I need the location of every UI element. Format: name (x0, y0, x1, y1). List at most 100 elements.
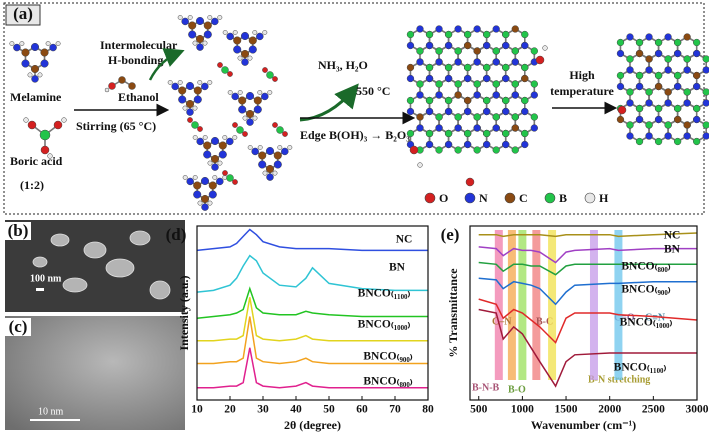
atom (177, 15, 183, 20)
atom (654, 137, 663, 146)
atom (108, 82, 116, 90)
atom (444, 107, 453, 116)
atom (425, 63, 434, 72)
atom (435, 146, 443, 154)
band-label: B-C (536, 316, 553, 327)
atom (201, 82, 209, 91)
caption: Melamine (10, 90, 62, 104)
atom (483, 41, 491, 50)
atom (207, 200, 213, 206)
band-label: C=O (614, 312, 635, 323)
particle (32, 256, 48, 268)
atom (416, 80, 424, 88)
atom (454, 113, 462, 121)
atom (257, 90, 263, 95)
atom (444, 30, 453, 39)
atom (425, 41, 434, 50)
atom (21, 48, 30, 57)
particle (149, 280, 171, 300)
atom (492, 146, 500, 154)
atom (406, 74, 415, 83)
series-line (478, 308, 697, 388)
atom (202, 135, 208, 140)
atom (463, 129, 472, 138)
atom (49, 43, 57, 52)
atom (416, 91, 424, 99)
atom (233, 45, 242, 54)
atom (654, 104, 663, 113)
atom (178, 95, 187, 104)
atom (635, 38, 644, 47)
atom (193, 181, 202, 190)
atom (218, 141, 227, 150)
atom (195, 16, 205, 26)
atom (483, 129, 491, 138)
band (518, 230, 527, 380)
atom (425, 30, 434, 39)
atom (492, 91, 500, 99)
atom (37, 72, 43, 78)
atom (521, 41, 529, 50)
atom (192, 175, 198, 180)
atom (616, 82, 625, 91)
x-tick-label: 20 (224, 404, 236, 416)
atom (463, 41, 472, 50)
atom (635, 71, 644, 80)
atom (454, 47, 462, 55)
atom (186, 108, 194, 116)
caption: (1:2) (20, 178, 44, 192)
atom (444, 96, 453, 105)
x-tick-label: 1000 (511, 404, 534, 416)
atom (635, 82, 644, 91)
caption: Edge B(OH)₃ → B₂O₃ (300, 128, 410, 142)
atom (203, 21, 212, 30)
atom (248, 36, 257, 45)
atom (521, 96, 529, 105)
panel-label: (d) (166, 225, 187, 244)
atom (502, 63, 510, 72)
series-line (478, 261, 697, 276)
atom (635, 49, 644, 58)
atom (502, 129, 510, 138)
atom (511, 25, 519, 33)
legend-swatch (584, 192, 596, 204)
atom (463, 140, 472, 149)
atom (19, 41, 25, 46)
x-tick-label: 2000 (598, 404, 621, 416)
atom (635, 137, 644, 146)
atom (492, 113, 500, 121)
atom (626, 33, 634, 41)
series-label: BN (389, 262, 406, 274)
atom (31, 75, 39, 83)
series-line (478, 277, 697, 306)
atom (683, 55, 691, 63)
atom (425, 140, 434, 149)
atom (227, 90, 233, 95)
atom (502, 74, 510, 83)
atom (207, 15, 213, 20)
atom (473, 25, 481, 33)
atom (521, 129, 529, 138)
atom (645, 66, 653, 74)
atom (702, 55, 709, 63)
atom (192, 105, 198, 111)
atom (247, 145, 253, 150)
atom (702, 121, 709, 129)
x-tick-label: 500 (470, 404, 488, 416)
atom (222, 30, 228, 35)
atom (200, 194, 210, 204)
atom (483, 74, 491, 83)
legend-swatch (544, 192, 556, 204)
particle (50, 233, 70, 247)
atom (483, 96, 491, 105)
atom (237, 90, 243, 95)
series-line (478, 246, 697, 264)
atom (511, 124, 519, 132)
series-line (196, 286, 428, 319)
series-line (196, 228, 428, 252)
atom (208, 181, 217, 190)
x-tick-label: 3000 (686, 404, 709, 416)
atom (196, 43, 204, 51)
atom (511, 80, 519, 88)
atom (626, 88, 634, 96)
